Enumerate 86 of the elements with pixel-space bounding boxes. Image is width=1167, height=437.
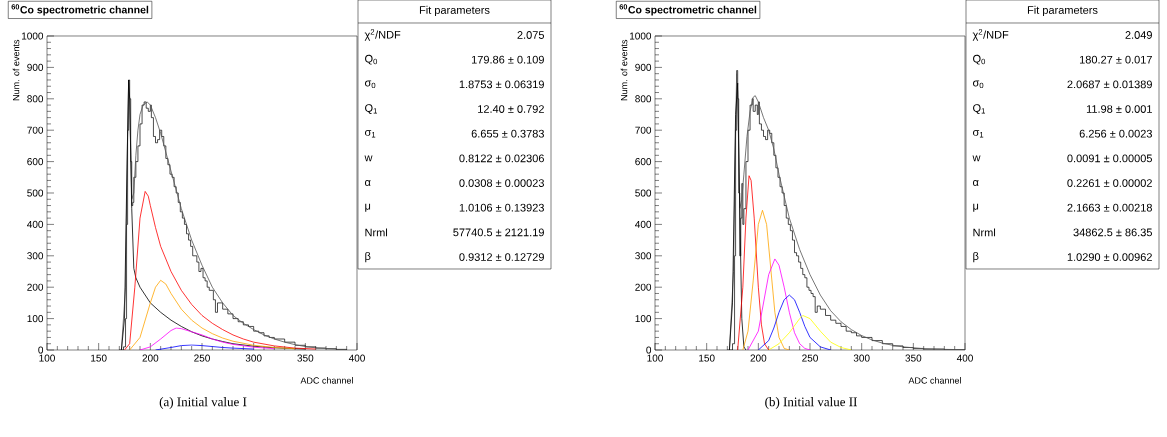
x-tick-label: 150 xyxy=(699,354,715,362)
text: (b) Initial value II xyxy=(765,397,857,409)
x-tick-label: 150 xyxy=(91,354,107,362)
y-tick-label: 0 xyxy=(646,346,652,354)
y-tick-label: 800 xyxy=(27,95,44,103)
x-tick-label: 200 xyxy=(142,354,159,362)
text: σ$_{0}$ xyxy=(364,80,376,89)
text: β xyxy=(365,251,371,263)
y-tick-label: 900 xyxy=(635,63,652,71)
y-tick-label: 800 xyxy=(635,95,652,103)
text: 0.0091 ± 0.00005 xyxy=(1067,154,1152,163)
x-tick-label: 350 xyxy=(297,354,314,362)
x-axis-title: ADC channel xyxy=(300,377,353,384)
text: 0.0308 ± 0.00023 xyxy=(459,179,544,187)
y-tick-label: 700 xyxy=(27,126,44,134)
y-axis-title: Num. of events xyxy=(620,39,628,101)
text: 0.2261 ± 0.00002 xyxy=(1067,179,1152,187)
text: 57740.5 ± 2121.19 xyxy=(453,228,544,237)
y-tick-label: 100 xyxy=(27,315,44,323)
y-tick-label: 500 xyxy=(27,189,44,197)
text: Fit parameters xyxy=(419,5,490,17)
text: 179.86 ± 0.109 xyxy=(471,55,544,64)
x-tick-label: 400 xyxy=(956,354,973,362)
text: σ$_{1}$ xyxy=(364,129,376,138)
text: w xyxy=(364,155,373,162)
text: 0.9312 ± 0.12729 xyxy=(459,253,544,261)
chart-title: $^{60}$Co spectrometric channel xyxy=(619,4,757,16)
y-tick-label: 600 xyxy=(635,158,652,166)
y-tick-label: 300 xyxy=(27,252,44,260)
text: α xyxy=(364,180,371,187)
text: w xyxy=(972,155,981,162)
y-tick-label: 1000 xyxy=(21,32,44,40)
text: 6.256 ± 0.0023 xyxy=(1079,129,1152,138)
x-tick-label: 100 xyxy=(647,354,663,362)
text: 1.0290 ± 0.00962 xyxy=(1067,253,1152,261)
text: Q$_{1}$ xyxy=(365,104,377,114)
y-tick-label: 400 xyxy=(27,220,44,228)
y-tick-label: 900 xyxy=(27,63,44,71)
text: μ xyxy=(973,203,979,212)
y-tick-label: 0 xyxy=(38,346,44,354)
text: 11.98 ± 0.001 xyxy=(1086,105,1152,113)
x-tick-label: 200 xyxy=(750,354,767,362)
text: Nrml xyxy=(365,228,388,237)
text: 2.1663 ± 0.00218 xyxy=(1067,203,1152,212)
x-tick-label: 250 xyxy=(194,354,210,362)
text: σ$_{0}$ xyxy=(973,80,984,89)
y-axis-title: Num. of events xyxy=(12,39,20,101)
y-tick-label: 700 xyxy=(635,126,652,134)
text: 2.049 xyxy=(1125,31,1152,39)
text: 1.0106 ± 0.13923 xyxy=(459,203,544,212)
x-tick-label: 250 xyxy=(802,354,818,362)
y-tick-label: 200 xyxy=(635,283,652,291)
text: 12.40 ± 0.792 xyxy=(478,105,544,113)
text: χ$^{2}$/NDF xyxy=(972,29,1009,41)
y-tick-label: 200 xyxy=(27,283,44,291)
text: α xyxy=(973,180,979,187)
y-tick-label: 400 xyxy=(635,220,652,228)
text: Q$_{1}$ xyxy=(973,104,985,114)
chart-title: $^{60}$Co spectrometric channel xyxy=(11,4,149,16)
text: Q$_{0}$ xyxy=(973,54,986,65)
text: (a) Initial value I xyxy=(159,397,247,409)
x-tick-label: 400 xyxy=(348,354,365,362)
text: 0.8122 ± 0.02306 xyxy=(459,154,544,163)
x-tick-label: 350 xyxy=(905,354,922,362)
text: 2.075 xyxy=(517,31,544,39)
text: β xyxy=(973,251,979,263)
text: 2.0687 ± 0.01389 xyxy=(1067,80,1152,89)
y-tick-label: 300 xyxy=(635,252,652,260)
y-tick-label: 600 xyxy=(27,158,44,166)
x-tick-label: 100 xyxy=(39,354,55,362)
text: σ$_{1}$ xyxy=(973,129,984,138)
x-tick-label: 300 xyxy=(853,354,870,362)
text: 6.655 ± 0.3783 xyxy=(471,129,544,138)
text: Q$_{0}$ xyxy=(365,54,378,65)
text: 1.8753 ± 0.06319 xyxy=(459,80,544,89)
text: 34862.5 ± 86.35 xyxy=(1073,228,1152,237)
text: 180.27 ± 0.017 xyxy=(1079,55,1152,64)
y-tick-label: 1000 xyxy=(630,32,652,40)
text: Fit parameters xyxy=(1027,5,1098,17)
text: χ$^{2}$/NDF xyxy=(364,29,401,41)
x-axis-title: ADC channel xyxy=(908,377,961,384)
y-tick-label: 500 xyxy=(635,189,652,197)
text: Nrml xyxy=(973,228,996,237)
x-tick-label: 300 xyxy=(245,354,262,362)
text: μ xyxy=(365,203,371,212)
y-tick-label: 100 xyxy=(635,315,652,323)
